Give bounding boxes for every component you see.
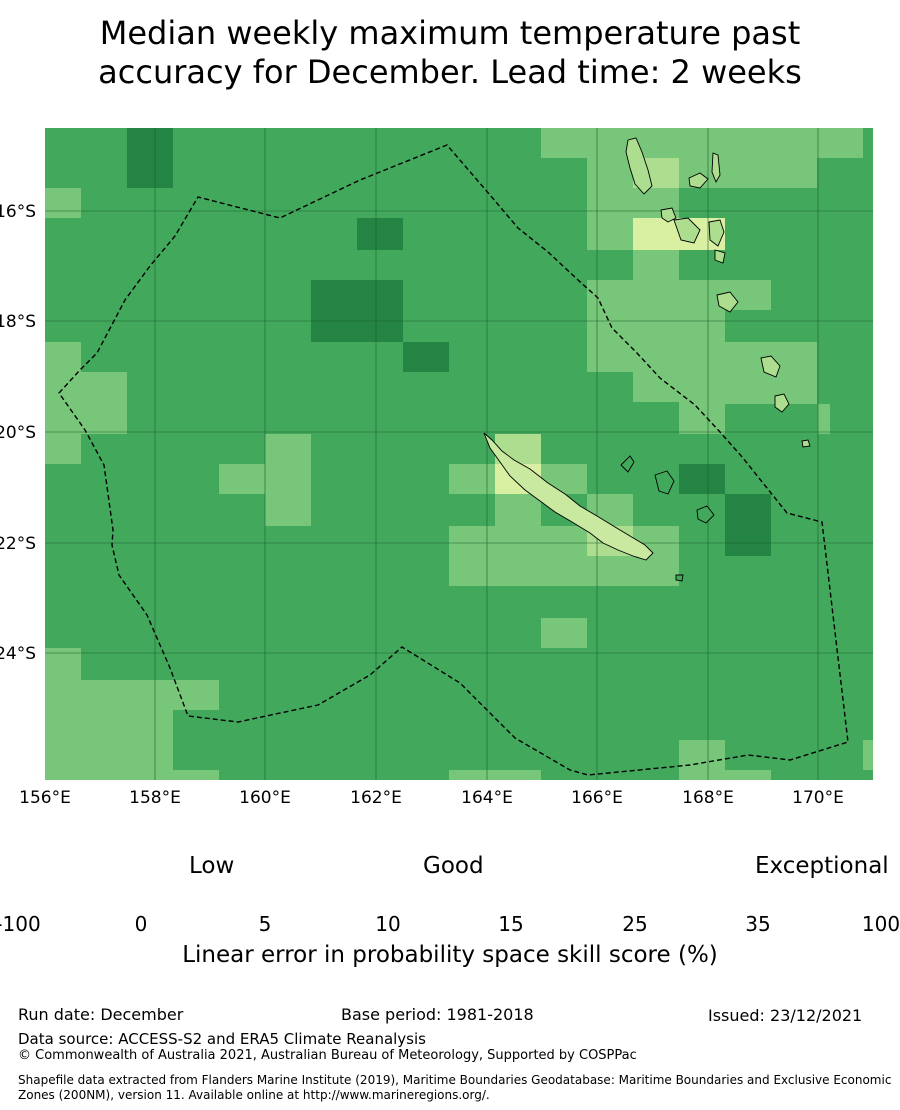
colorbar-tick: -100 (0, 912, 41, 936)
map-title: Median weekly maximum temperature past a… (98, 14, 802, 91)
skill-cell (541, 618, 587, 648)
longitude-tick-label: 170°E (792, 788, 844, 808)
skill-cell (679, 404, 725, 434)
latitude-tick-label: 22°S (0, 534, 36, 554)
category-good-label: Good (423, 853, 484, 879)
longitude-tick-label: 160°E (239, 788, 291, 808)
longitude-tick-label: 158°E (129, 788, 181, 808)
longitude-labels: 156°E 158°E 160°E 162°E 164°E 166°E 168°E 170°E (19, 788, 844, 808)
copyright: © Commonwealth of Australia 2021, Austra… (18, 1048, 637, 1063)
skill-cell (495, 494, 541, 526)
skill-cell (45, 188, 81, 218)
skill-cell (265, 434, 311, 526)
colorbar-tick: 0 (134, 912, 148, 936)
skill-cell (587, 342, 725, 372)
run-date: Run date: December (18, 1005, 184, 1024)
colorbar-tick: 5 (258, 912, 272, 936)
skill-cell (449, 556, 679, 586)
map-background (45, 128, 873, 780)
latitude-tick-label: 20°S (0, 423, 36, 443)
category-exceptional-label: Exceptional (755, 853, 889, 879)
skill-cells (45, 128, 873, 780)
colorbar-tick: 25 (622, 912, 648, 936)
skill-cell (679, 464, 725, 494)
loyalty-islands (620, 455, 715, 582)
vanuatu-islands (625, 137, 811, 448)
colorbar-tick: 35 (745, 912, 771, 936)
skill-cell (633, 250, 679, 280)
new-caledonia-island (483, 432, 654, 561)
skill-cell (587, 280, 771, 310)
skill-cell (541, 128, 863, 158)
skill-cell (357, 218, 403, 250)
latitude-tick-label: 24°S (0, 644, 36, 664)
longitude-tick-label: 156°E (19, 788, 71, 808)
data-source: Data source: ACCESS-S2 and ERA5 Climate … (18, 1030, 426, 1048)
colorbar-tick: 100 (861, 912, 900, 936)
skill-cell (403, 342, 449, 372)
skill-cell (818, 404, 830, 434)
skill-cell (81, 710, 173, 780)
shapefile-credit: Shapefile data extracted from Flanders M… (18, 1073, 892, 1102)
longitude-tick-label: 168°E (682, 788, 734, 808)
eez-boundary (58, 144, 849, 776)
longitude-tick-label: 166°E (571, 788, 623, 808)
skill-cell (45, 648, 81, 780)
skill-cell (863, 740, 873, 770)
skill-cell (449, 464, 495, 494)
skill-cell (219, 464, 265, 494)
gridlines (45, 128, 873, 780)
colorbar-tick: 10 (375, 912, 401, 936)
skill-cell (725, 494, 771, 556)
longitude-tick-label: 162°E (350, 788, 402, 808)
skill-cell (311, 280, 403, 342)
skill-cell (725, 770, 771, 780)
skill-cell (45, 342, 81, 464)
skill-cell (81, 372, 127, 434)
issued-date: Issued: 23/12/2021 (708, 1006, 863, 1025)
latitude-tick-label: 18°S (0, 312, 36, 332)
skill-cell (81, 680, 219, 710)
skill-cell (587, 310, 725, 342)
base-period: Base period: 1981-2018 (341, 1005, 534, 1024)
skill-cell (173, 770, 219, 780)
latitude-labels: 16°S 18°S 20°S 22°S 24°S (0, 202, 36, 664)
colorbar-tick: 15 (498, 912, 524, 936)
longitude-tick-label: 164°E (461, 788, 513, 808)
map-panel: 156°E 158°E 160°E 162°E 164°E 166°E 168°E 170°E… (0, 128, 873, 808)
skill-cell (127, 128, 173, 188)
skill-cell (449, 770, 541, 780)
category-low-label: Low (189, 853, 235, 879)
latitude-tick-label: 16°S (0, 202, 36, 222)
colorbar-label: Linear error in probability space skill … (182, 942, 718, 968)
skill-cell (679, 372, 817, 404)
